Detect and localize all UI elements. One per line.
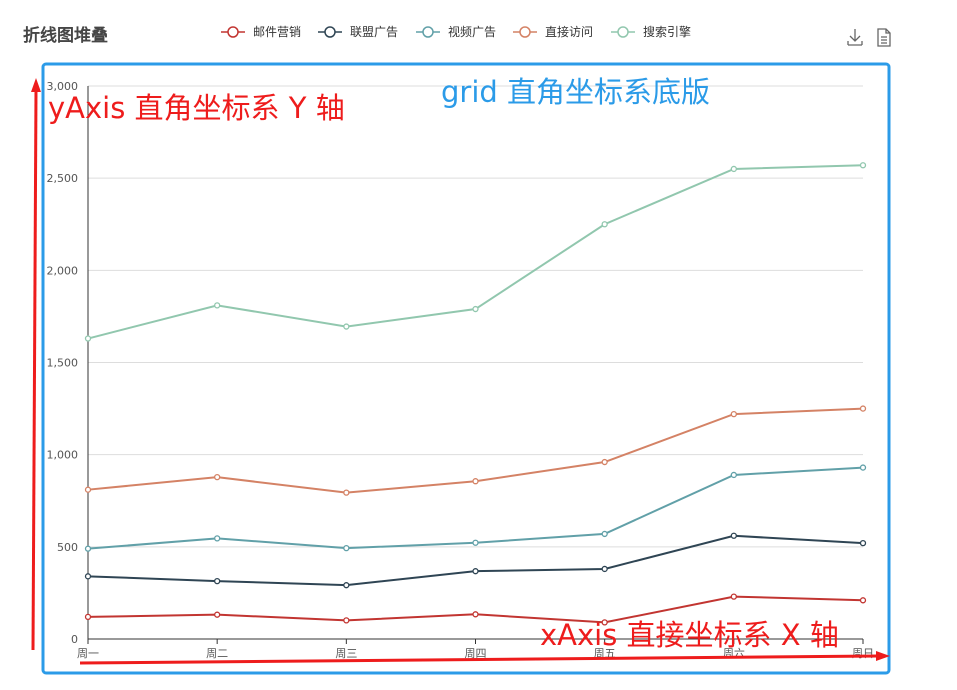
- data-point: [859, 464, 867, 471]
- grid-annotation: grid 直角坐标系底版: [441, 75, 710, 109]
- data-point: [343, 617, 350, 624]
- x-tick-label: 周四: [465, 647, 487, 660]
- data-point: [859, 162, 867, 169]
- data-point: [730, 532, 737, 539]
- y-tick-label: 2,500: [47, 172, 79, 185]
- data-point: [730, 593, 737, 600]
- data-point: [214, 302, 221, 309]
- legend-marker: [324, 26, 336, 38]
- data-point: [472, 611, 479, 618]
- legend-label: 视频广告: [448, 24, 496, 39]
- data-point: [472, 478, 479, 485]
- series-line: [87, 164, 864, 340]
- legend-marker: [227, 26, 239, 38]
- download-icon[interactable]: [847, 29, 863, 46]
- data-point: [214, 535, 221, 542]
- data-point: [601, 530, 608, 538]
- legend-item[interactable]: 联盟广告: [318, 25, 398, 39]
- grid-highlight-box: [41, 62, 891, 675]
- y-tick-label: 500: [57, 541, 78, 554]
- data-point: [601, 565, 608, 573]
- y-gridlines: [88, 85, 863, 548]
- data-point: [601, 221, 608, 228]
- data-point: [214, 611, 221, 618]
- legend-label: 搜索引擎: [643, 24, 691, 39]
- data-point: [84, 335, 92, 342]
- data-point: [472, 539, 479, 546]
- legend: 邮件营销 联盟广告 视频广告 直接访问 搜索引擎: [221, 24, 691, 39]
- y-tick-label: 1,000: [47, 449, 79, 462]
- legend-item[interactable]: 视频广告: [416, 24, 496, 39]
- data-point: [84, 545, 92, 552]
- data-point: [601, 458, 608, 466]
- data-point: [84, 613, 92, 621]
- xaxis-annotation: xAxis 直接坐标系 X 轴: [540, 618, 839, 652]
- document-icon[interactable]: [877, 28, 891, 47]
- yaxis-annotation: yAxis 直角坐标系 Y 轴: [48, 91, 345, 125]
- x-tick-label: 周五: [594, 647, 616, 660]
- data-point: [730, 471, 737, 479]
- data-point: [859, 539, 867, 547]
- legend-marker: [519, 26, 531, 38]
- data-point: [730, 165, 737, 173]
- data-point: [214, 474, 221, 481]
- x-tick-label: 周日: [852, 647, 874, 660]
- y-axis-ticks: 0 500 1,000 1,500 2,000 2,500 3,000: [47, 80, 89, 646]
- x-tick-label: 周二: [206, 647, 228, 660]
- legend-label: 直接访问: [545, 24, 593, 39]
- y-tick-label: 2,000: [47, 264, 79, 277]
- data-point: [343, 544, 350, 552]
- x-tick-label: 周三: [335, 647, 357, 660]
- x-tick-label: 周一: [77, 647, 99, 660]
- data-point: [730, 410, 737, 418]
- data-point: [84, 573, 92, 580]
- legend-marker: [422, 26, 434, 38]
- data-point: [214, 577, 221, 585]
- legend-item[interactable]: 搜索引擎: [611, 24, 691, 39]
- legend-item[interactable]: 邮件营销: [221, 25, 301, 39]
- series-lines: [84, 162, 867, 626]
- data-point: [343, 323, 350, 330]
- data-point: [859, 405, 867, 412]
- y-tick-label: 0: [71, 633, 78, 646]
- y-tick-label: 3,000: [47, 80, 79, 93]
- data-point: [84, 486, 92, 493]
- legend-marker: [617, 26, 629, 38]
- data-point: [859, 597, 867, 604]
- chart-title: 折线图堆叠: [23, 25, 108, 46]
- legend-label: 联盟广告: [350, 25, 398, 39]
- legend-item[interactable]: 直接访问: [513, 24, 593, 39]
- y-tick-label: 1,500: [47, 357, 79, 370]
- data-point: [472, 568, 479, 575]
- xaxis-arrow: [79, 651, 890, 665]
- data-point: [343, 489, 350, 496]
- legend-label: 邮件营销: [253, 25, 301, 39]
- data-point: [343, 582, 350, 589]
- yaxis-arrow: [31, 78, 41, 651]
- data-point: [472, 305, 479, 313]
- data-point: [601, 619, 608, 626]
